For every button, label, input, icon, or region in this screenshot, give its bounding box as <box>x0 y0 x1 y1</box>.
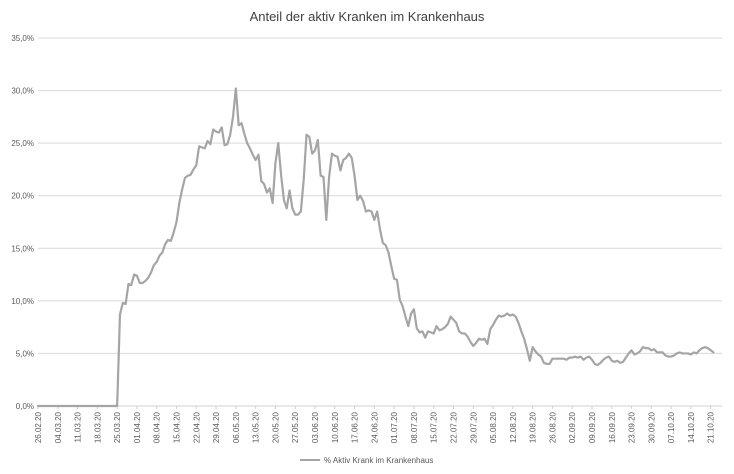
x-tick-label: 15.04.20 <box>172 411 181 443</box>
series-line-0 <box>36 87 715 408</box>
y-tick-label: 5,0% <box>16 349 34 358</box>
y-tick-label: 25,0% <box>11 139 34 148</box>
x-tick-label: 29.07.20 <box>469 411 478 443</box>
x-tick-label: 20.05.20 <box>271 411 280 443</box>
series-layer <box>36 87 715 408</box>
gridlines <box>38 37 722 354</box>
x-tick-label: 26.08.20 <box>548 411 557 443</box>
x-tick-label: 04.03.20 <box>54 411 63 443</box>
legend: % Aktiv Krank im Krankenhaus <box>300 456 433 465</box>
x-tick-label: 08.04.20 <box>153 411 162 443</box>
x-tick-label: 13.05.20 <box>252 411 261 443</box>
x-tick-label: 11.03.20 <box>74 411 83 442</box>
x-tick-label: 02.09.20 <box>568 411 577 443</box>
y-tick-label: 0,0% <box>16 402 34 411</box>
y-tick-label: 35,0% <box>11 34 34 43</box>
x-tick-label: 08.07.20 <box>410 411 419 443</box>
x-tick-label: 01.07.20 <box>390 411 399 443</box>
x-tick-label: 01.04.20 <box>133 411 142 443</box>
x-tick-label: 05.08.20 <box>489 411 498 443</box>
x-tick-label: 27.05.20 <box>291 411 300 443</box>
x-tick-label: 30.09.20 <box>647 411 656 443</box>
x-tick-label: 29.04.20 <box>212 411 221 443</box>
x-tick-label: 06.05.20 <box>232 411 241 443</box>
x-tick-label: 22.07.20 <box>449 411 458 443</box>
x-tick-label: 09.09.20 <box>588 411 597 443</box>
legend-label: % Aktiv Krank im Krankenhaus <box>324 456 433 465</box>
x-tick-label: 16.09.20 <box>608 411 617 443</box>
x-axis-tick-labels: 26.02.20 04.03.20 11.03.20 18.03.20 25.03.20… <box>34 406 716 443</box>
x-tick-label: 18.03.20 <box>93 411 102 443</box>
x-tick-label: 24.06.20 <box>370 411 379 443</box>
x-tick-label: 14.10.20 <box>687 411 696 443</box>
x-tick-label: 26.02.20 <box>34 411 43 443</box>
x-tick-label: 07.10.20 <box>667 411 676 443</box>
y-tick-label: 30,0% <box>11 87 34 96</box>
x-tick-label: 10.06.20 <box>331 411 340 443</box>
x-tick-label: 03.06.20 <box>311 411 320 443</box>
y-tick-label: 15,0% <box>11 244 34 253</box>
x-tick-label: 17.06.20 <box>351 411 360 443</box>
x-tick-label: 22.04.20 <box>192 411 201 443</box>
x-tick-label: 15.07.20 <box>430 411 439 443</box>
y-tick-label: 20,0% <box>11 192 34 201</box>
y-axis-tick-labels: 0,0% 5,0% 10,0% 15,0% 20,0% 25,0% 30,0% 35,0% <box>11 34 34 411</box>
x-tick-label: 19.08.20 <box>529 411 538 443</box>
x-tick-label: 23.09.20 <box>628 411 637 443</box>
chart-title: Anteil der aktiv Kranken im Krankenhaus <box>250 9 485 24</box>
x-tick-label: 12.08.20 <box>509 411 518 443</box>
x-tick-label: 21.10.20 <box>707 411 716 443</box>
y-tick-label: 10,0% <box>11 297 34 306</box>
x-tick-label: 25.03.20 <box>113 411 122 443</box>
